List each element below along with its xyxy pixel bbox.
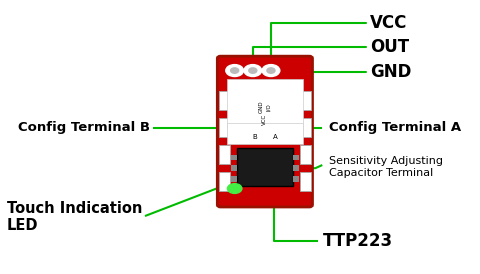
Bar <box>300 172 311 191</box>
Text: Config Terminal B: Config Terminal B <box>18 121 150 134</box>
Text: Config Terminal A: Config Terminal A <box>329 121 462 134</box>
Bar <box>300 145 311 164</box>
Circle shape <box>244 65 262 76</box>
Text: OUT: OUT <box>370 38 409 56</box>
Text: VCC: VCC <box>263 114 267 125</box>
Bar <box>237 148 293 186</box>
Text: B: B <box>252 135 257 141</box>
Circle shape <box>262 65 280 76</box>
Bar <box>230 176 237 182</box>
Bar <box>218 118 230 137</box>
Bar <box>218 91 230 110</box>
Bar <box>230 155 237 160</box>
Text: A: A <box>273 135 277 141</box>
Bar <box>218 145 230 164</box>
Bar <box>293 165 299 171</box>
Bar <box>293 155 299 160</box>
Text: VCC: VCC <box>370 14 407 32</box>
FancyBboxPatch shape <box>217 56 312 207</box>
Circle shape <box>226 65 243 76</box>
Text: GND: GND <box>258 100 264 113</box>
Text: I/O: I/O <box>266 103 271 110</box>
Circle shape <box>267 68 275 73</box>
Text: TTP223: TTP223 <box>324 232 394 250</box>
Circle shape <box>230 68 239 73</box>
Text: Sensitivity Adjusting
Capacitor Terminal: Sensitivity Adjusting Capacitor Terminal <box>329 156 444 178</box>
Circle shape <box>228 184 242 193</box>
Circle shape <box>249 68 257 73</box>
Bar <box>227 124 303 144</box>
Bar <box>218 172 230 191</box>
Text: GND: GND <box>370 63 411 81</box>
Bar <box>300 118 311 137</box>
Text: Touch Indication
LED: Touch Indication LED <box>7 201 142 233</box>
Bar <box>230 165 237 171</box>
Bar <box>300 91 311 110</box>
Bar <box>293 176 299 182</box>
Bar <box>227 79 303 135</box>
